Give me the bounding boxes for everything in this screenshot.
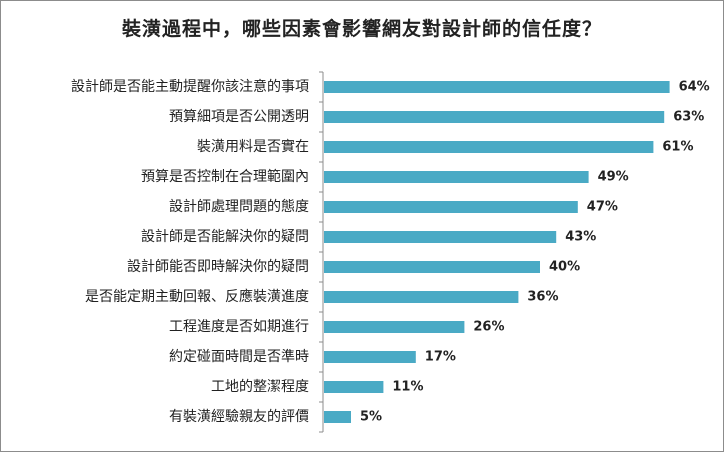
data-label: 17% — [425, 350, 456, 365]
category-label: 預算是否控制在合理範圍內 — [141, 168, 309, 185]
bar — [324, 411, 351, 423]
data-label: 43% — [565, 230, 596, 245]
data-label: 11% — [392, 380, 423, 395]
data-label: 64% — [679, 80, 710, 95]
bar — [324, 381, 384, 393]
data-label: 40% — [549, 260, 580, 275]
bar — [324, 261, 540, 273]
bar — [324, 351, 416, 363]
data-label: 26% — [473, 320, 504, 335]
category-label: 是否能定期主動回報、反應裝潢進度 — [85, 288, 309, 305]
category-label: 裝潢用料是否實在 — [197, 138, 309, 155]
bar — [324, 291, 519, 303]
category-label: 設計師是否能主動提醒你該注意的事項 — [71, 78, 309, 95]
bar — [324, 201, 578, 213]
category-label: 工程進度是否如期進行 — [169, 319, 309, 335]
data-label: 63% — [673, 110, 704, 125]
bar — [324, 111, 665, 123]
data-label: 36% — [527, 290, 558, 305]
bar — [324, 81, 670, 93]
data-label: 61% — [662, 140, 693, 155]
data-label: 47% — [587, 200, 618, 215]
category-label: 設計師能否即時解決你的疑問 — [127, 259, 309, 275]
category-label: 預算細項是否公開透明 — [169, 109, 309, 125]
category-label: 設計師處理問題的態度 — [169, 199, 309, 215]
category-label: 設計師是否能解決你的疑問 — [141, 229, 309, 245]
category-label: 有裝潢經驗親友的評價 — [169, 408, 309, 425]
bar — [324, 321, 465, 333]
category-label: 工地的整潔程度 — [211, 379, 309, 395]
bar — [324, 231, 557, 243]
chart-title: 裝潢過程中，哪些因素會影響網友對設計師的信任度？ — [121, 18, 602, 40]
bar — [324, 141, 654, 153]
category-label: 約定碰面時間是否準時 — [169, 349, 309, 365]
bar — [324, 171, 589, 183]
data-label: 5% — [360, 410, 382, 425]
data-label: 49% — [598, 170, 629, 185]
